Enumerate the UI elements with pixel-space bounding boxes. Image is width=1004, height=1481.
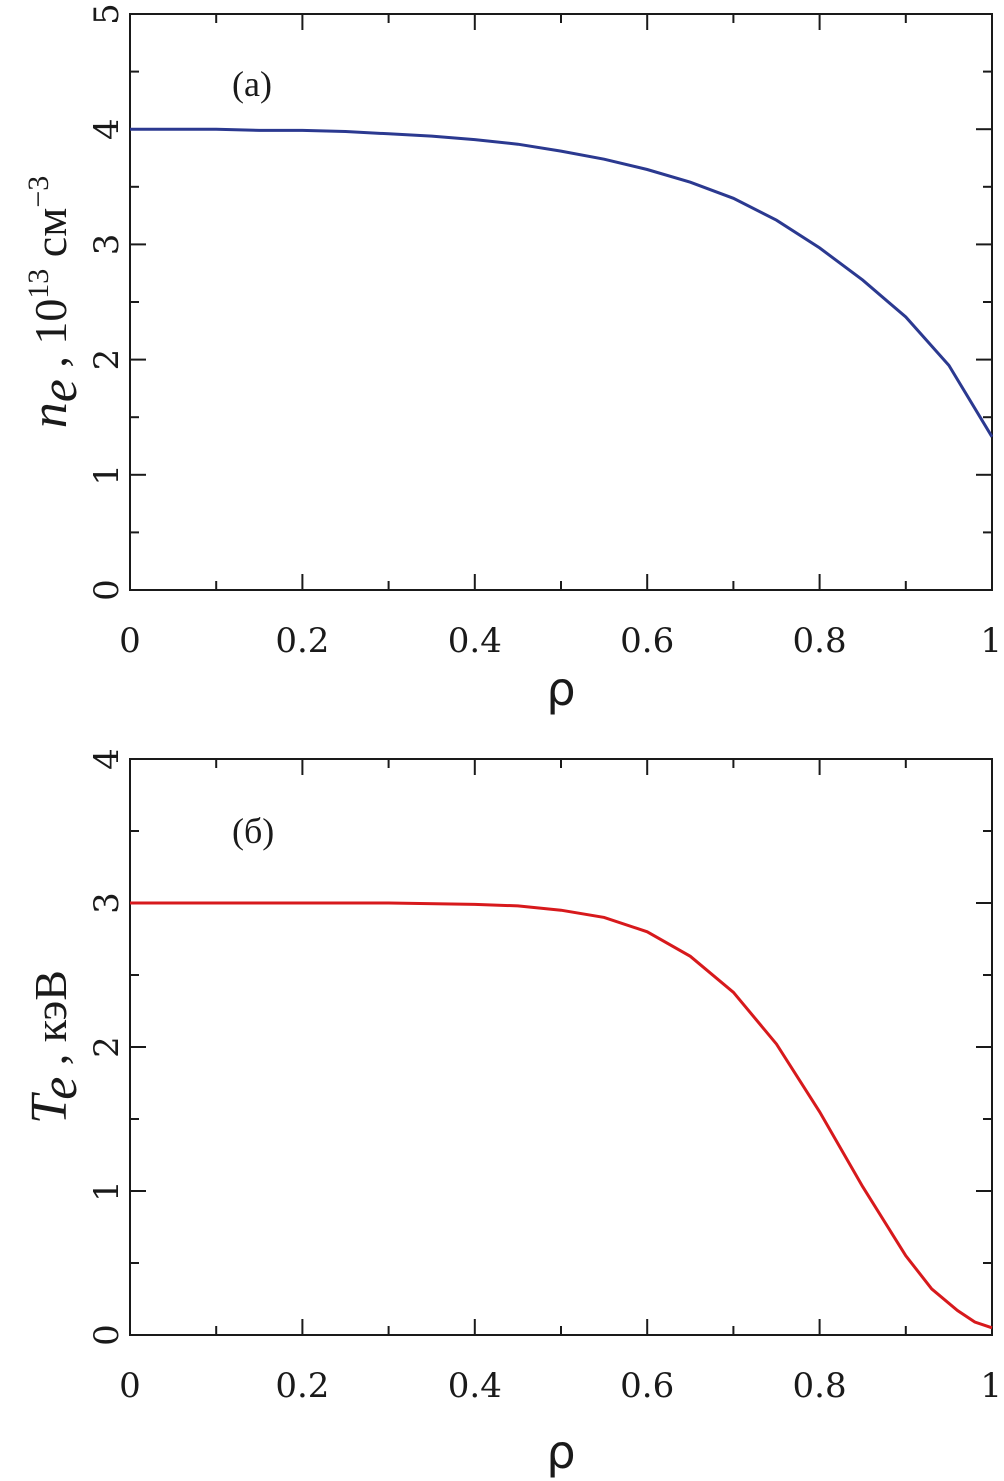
panel-b-x-tick-label: 0.8 xyxy=(793,1366,847,1406)
panel-a-y-unit: см xyxy=(25,208,76,269)
panel-a-x-tick-labels: 0 0.2 0.4 0.6 0.8 1 xyxy=(119,621,1002,661)
panel-a-y-tick-labels: 0 1 2 3 4 5 xyxy=(87,3,127,601)
panel-b-label: (б) xyxy=(232,811,274,851)
panel-b-x-tick-label: 0.6 xyxy=(620,1366,674,1406)
panel-a-y-separator: , xyxy=(25,345,76,380)
panel-b-x-tick-labels: 0 0.2 0.4 0.6 0.8 1 xyxy=(119,1366,1002,1406)
panel-b-y-separator: , xyxy=(25,1042,76,1077)
panel-a-x-tick-label: 0.8 xyxy=(793,621,847,661)
panel-a-x-axis-label: ρ xyxy=(546,662,575,716)
panel-b-x-tick-label: 1 xyxy=(980,1366,1002,1406)
panel-a-label: (a) xyxy=(232,64,272,104)
panel-a-y-tick-label: 2 xyxy=(87,349,127,371)
panel-b-x-tick-label: 0.2 xyxy=(275,1366,329,1406)
panel-a-x-tick-label: 0.4 xyxy=(448,621,502,661)
panel-b-y-tick-label: 4 xyxy=(87,748,127,770)
panel-b-y-tick-labels: 0 1 2 3 4 xyxy=(87,748,127,1346)
panel-a-density: 0 0.2 0.4 0.6 0.8 1 0 1 2 3 4 5 (a) ρ ne , 1013 см… xyxy=(21,3,1002,716)
panel-b-x-tick-label: 0.4 xyxy=(448,1366,502,1406)
panel-a-y-tick-label: 5 xyxy=(87,3,127,25)
panel-a-y-tick-label: 1 xyxy=(87,464,127,486)
panel-b-y-tick-label: 1 xyxy=(87,1180,127,1202)
panel-b-x-tick-label: 0 xyxy=(119,1366,141,1406)
panel-b-y-tick-label: 0 xyxy=(87,1324,127,1346)
panel-b-y-subscript: e xyxy=(31,1077,88,1100)
panel-b-y-tick-label: 3 xyxy=(87,892,127,914)
panel-b-y-tick-label: 2 xyxy=(87,1036,127,1058)
panel-a-y-tick-label: 3 xyxy=(87,234,127,256)
panel-a-ticks xyxy=(129,13,993,591)
panel-b-y-unit: кэВ xyxy=(25,970,76,1042)
panel-a-x-tick-label: 0.6 xyxy=(620,621,674,661)
panel-a-y-axis-label: ne , 1013 см−3 xyxy=(21,176,88,429)
panel-b-y-axis-label: Te , кэВ xyxy=(21,970,88,1124)
panel-a-y-symbol: n xyxy=(21,402,78,428)
panel-a-y-exponent: 13 xyxy=(22,269,55,299)
panel-b-temperature: 0 0.2 0.4 0.6 0.8 1 0 1 2 3 4 (б) ρ Te , кэВ xyxy=(21,748,1002,1479)
panel-a-x-tick-label: 0 xyxy=(119,621,141,661)
panel-b-ticks xyxy=(129,758,993,1336)
panel-a-y-prefix: 10 xyxy=(25,299,76,345)
panel-a-y-subscript: e xyxy=(31,379,88,402)
panel-b-x-axis-label: ρ xyxy=(546,1425,575,1479)
panel-a-x-tick-label: 0.2 xyxy=(275,621,329,661)
panel-a-y-tick-label: 4 xyxy=(87,118,127,140)
panel-a-x-tick-label: 1 xyxy=(980,621,1002,661)
panel-a-y-tick-label: 0 xyxy=(87,579,127,601)
panel-a-density-curve xyxy=(130,127,994,438)
panel-a-y-unit-exponent: −3 xyxy=(22,176,55,208)
panel-b-temperature-curve xyxy=(130,901,993,1330)
